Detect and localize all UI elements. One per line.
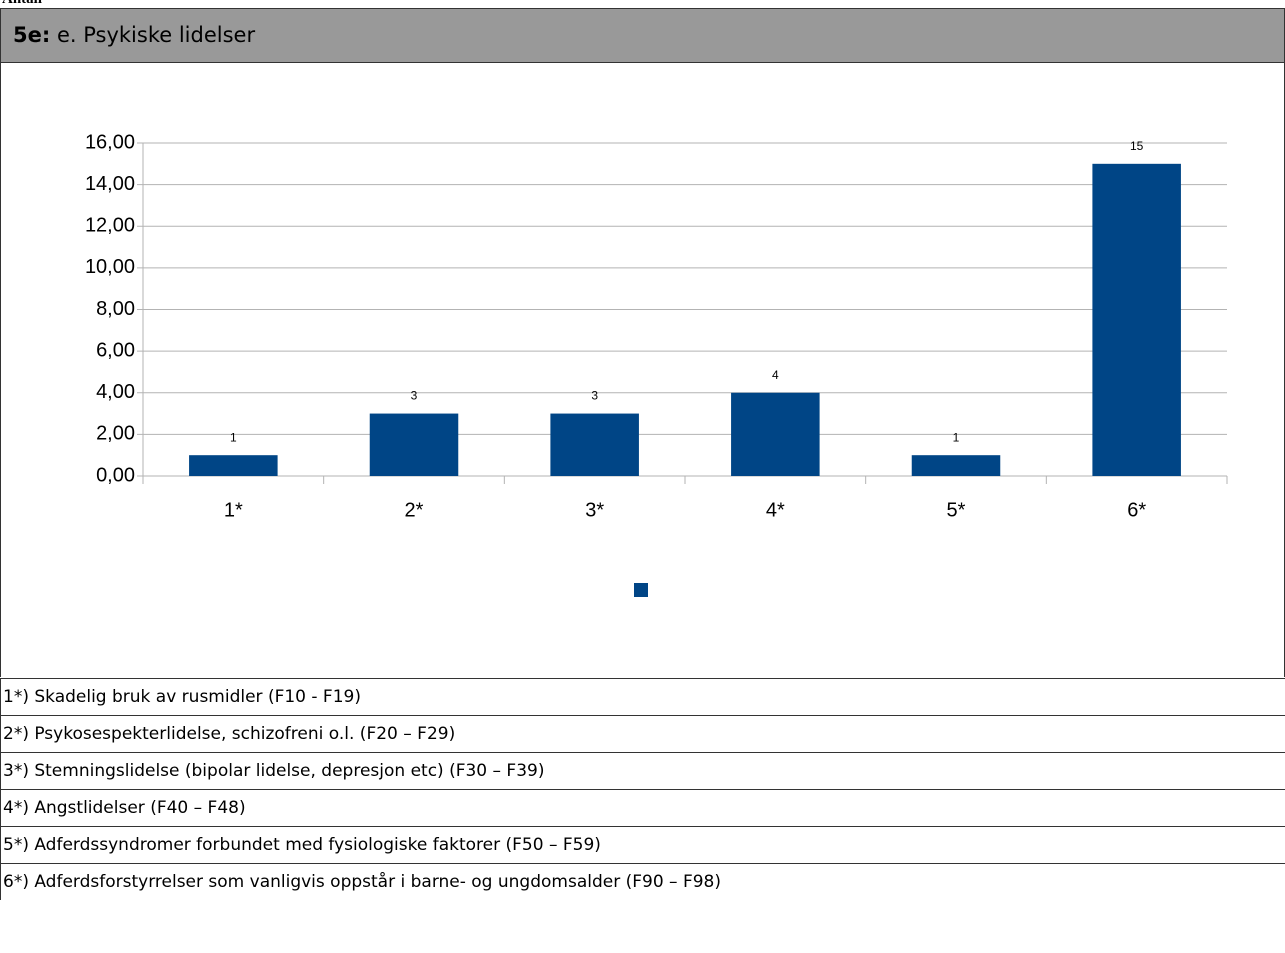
data-label: 1 xyxy=(953,430,960,444)
footnote: 2*) Psykosespekterlidelse, schizofreni o… xyxy=(0,715,1285,752)
bar xyxy=(731,392,820,476)
x-tick-label: 5* xyxy=(947,499,966,521)
bar xyxy=(550,413,639,476)
footnote: 6*) Adferdsforstyrrelser som vanligvis o… xyxy=(0,863,1285,900)
data-label: 3 xyxy=(411,389,418,403)
y-tick-label: 14,00 xyxy=(85,173,135,195)
y-tick-label: 10,00 xyxy=(85,256,135,278)
bar xyxy=(369,413,459,476)
y-tick-label: 16,00 xyxy=(85,131,135,153)
bar xyxy=(911,455,1001,476)
x-tick-label: 6* xyxy=(1127,499,1146,521)
footnotes: 1*) Skadelig bruk av rusmidler (F10 - F1… xyxy=(0,678,1285,900)
y-tick-label: 2,00 xyxy=(96,423,135,445)
data-label: 4 xyxy=(772,368,779,382)
bar xyxy=(189,455,278,476)
data-label: 1 xyxy=(230,430,237,444)
x-tick-label: 4* xyxy=(766,499,785,521)
y-tick-label: 8,00 xyxy=(96,298,135,320)
chart: 0,00 2,00 4,00 6,00 8,00 10,00 12,00 14,00 16,00… xyxy=(85,131,1228,597)
top-label: Antall xyxy=(2,0,42,8)
y-tick-label: 0,00 xyxy=(96,464,135,486)
y-tick-label: 4,00 xyxy=(96,381,135,403)
footnote: 3*) Stemningslidelse (bipolar lidelse, d… xyxy=(0,752,1285,789)
footnote: 4*) Angstlidelser (F40 – F48) xyxy=(0,789,1285,826)
bar xyxy=(1092,163,1181,476)
footnote: 5*) Adferdssyndromer forbundet med fysio… xyxy=(0,826,1285,863)
y-tick-label: 12,00 xyxy=(85,215,135,237)
footnote: 1*) Skadelig bruk av rusmidler (F10 - F1… xyxy=(0,678,1285,715)
data-label: 3 xyxy=(591,389,598,403)
header: 5e: e. Psykiske lidelser xyxy=(0,8,1285,63)
data-label: 15 xyxy=(1130,139,1144,153)
legend-swatch xyxy=(634,583,648,597)
x-tick-label: 2* xyxy=(405,499,424,521)
x-tick-label: 3* xyxy=(585,499,604,521)
header-prefix: 5e: xyxy=(13,23,51,47)
x-tick-label: 1* xyxy=(224,499,243,521)
header-title: e. Psykiske lidelser xyxy=(56,23,256,47)
y-tick-label: 6,00 xyxy=(96,339,135,361)
